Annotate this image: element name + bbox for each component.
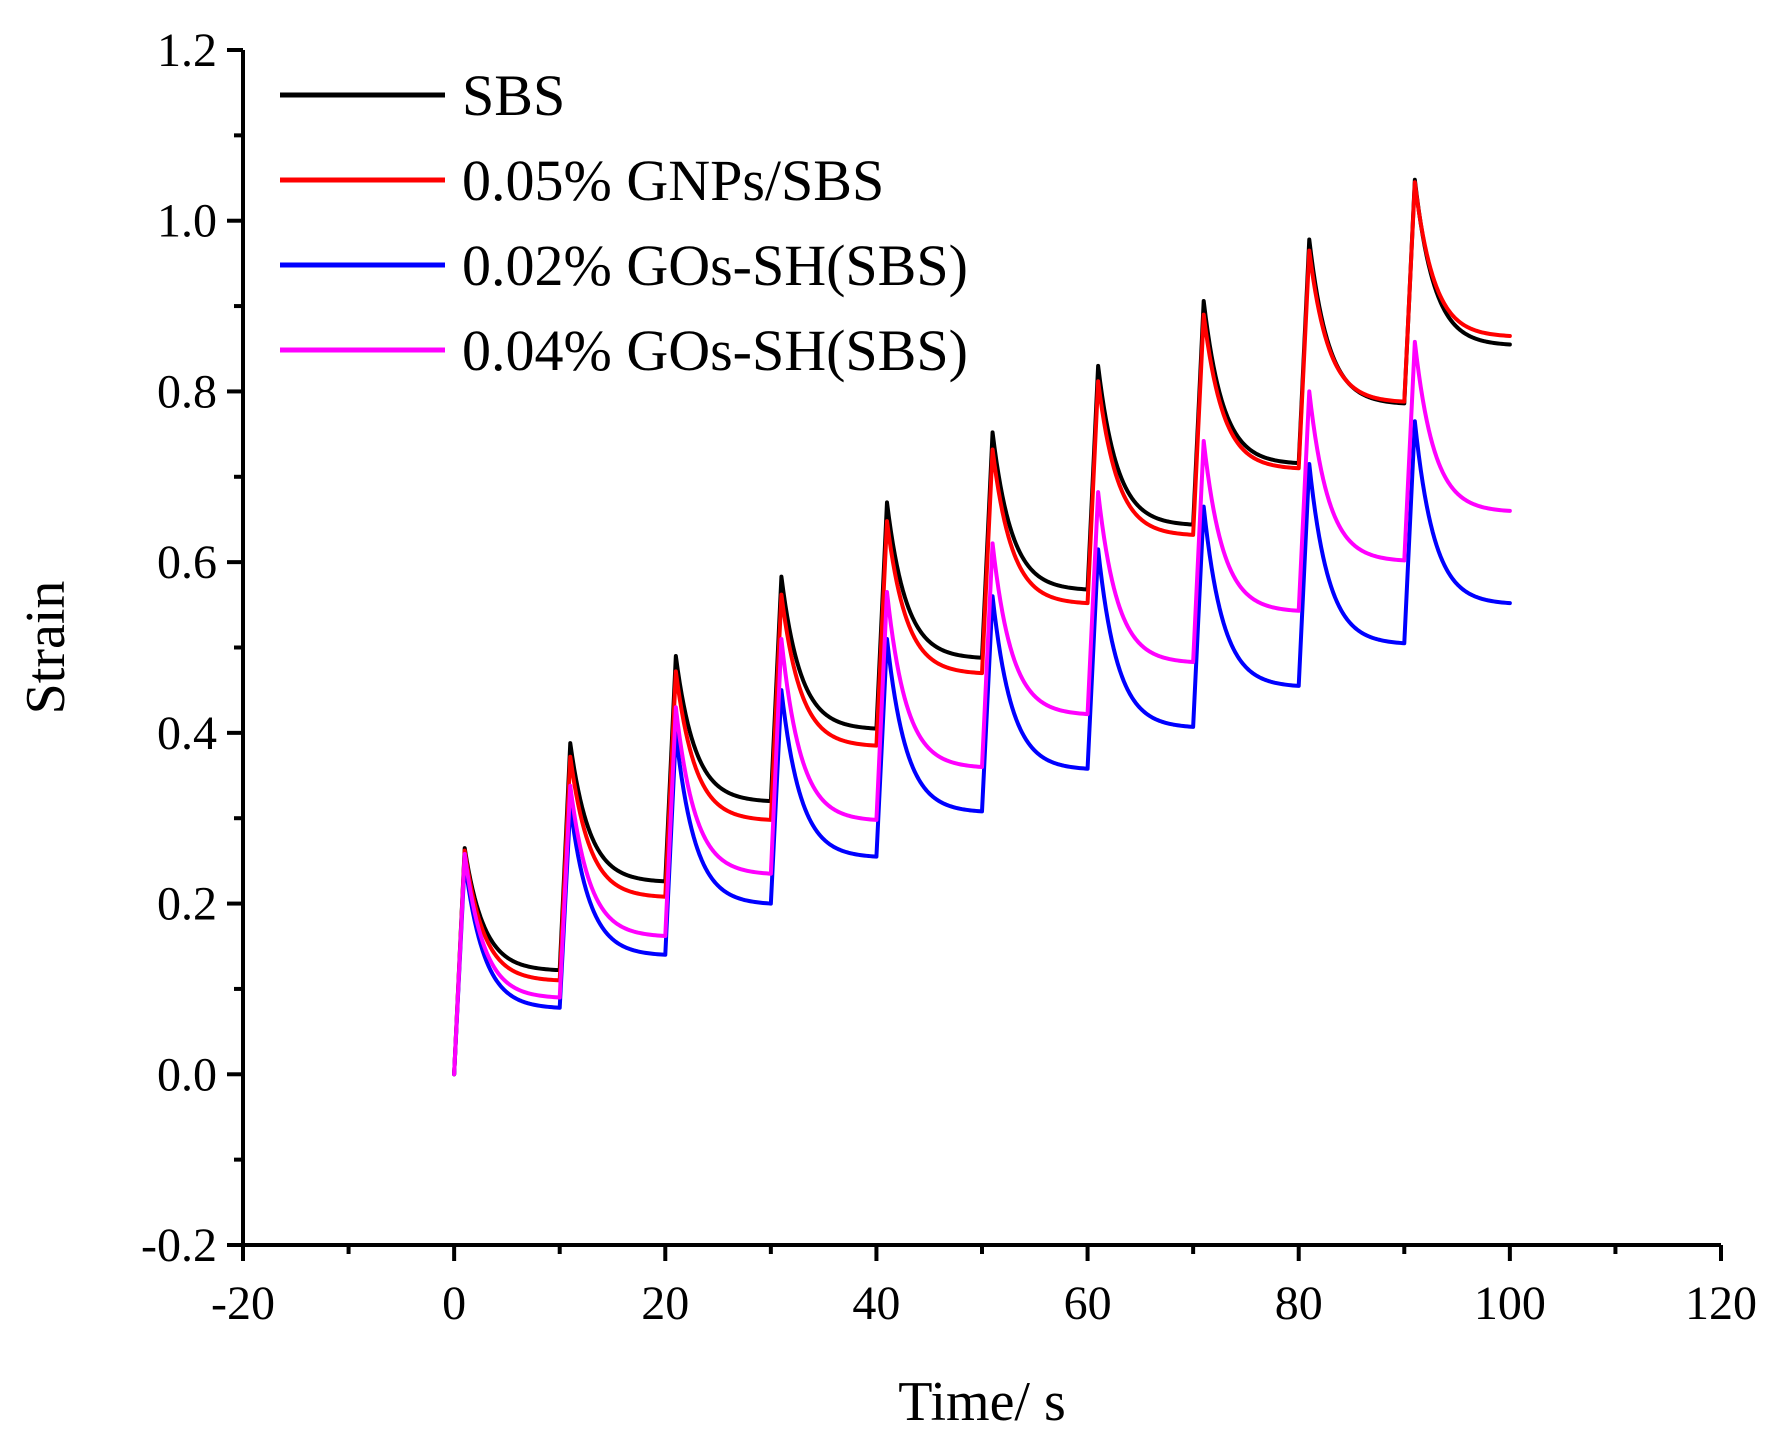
- y-tick-label: 1.0: [157, 195, 217, 248]
- y-axis-title: Strain: [15, 581, 77, 715]
- x-tick-label: 80: [1275, 1277, 1323, 1330]
- y-tick-label: 0.2: [157, 878, 217, 931]
- legend-label-4: 0.04% GOs-SH(SBS): [462, 318, 968, 383]
- x-tick-label: 100: [1474, 1277, 1546, 1330]
- plot-area: [452, 177, 1512, 1077]
- x-tick-label: 20: [641, 1277, 689, 1330]
- y-tick-label: 0.8: [157, 365, 217, 418]
- x-tick-label: 40: [852, 1277, 900, 1330]
- x-tick-label: -20: [211, 1277, 275, 1330]
- x-tick-label: 60: [1064, 1277, 1112, 1330]
- series-line-4: [452, 339, 1512, 1077]
- legend-label-3: 0.02% GOs-SH(SBS): [462, 233, 968, 298]
- y-tick-label: 0.4: [157, 707, 217, 760]
- legend-label-2: 0.05% GNPs/SBS: [462, 148, 884, 213]
- y-tick-label: -0.2: [141, 1219, 217, 1272]
- y-tick-label: 0.6: [157, 536, 217, 589]
- y-tick-label: 0.0: [157, 1048, 217, 1101]
- y-tick-label: 1.2: [157, 24, 217, 77]
- axes: -0.2 0.0 0.2 0.4 0.6 0.8 1.0 1.2 -20 0 20 40 60 80 100…: [141, 24, 1757, 1330]
- x-tick-label: 0: [442, 1277, 466, 1330]
- legend: SBS 0.05% GNPs/SBS 0.02% GOs-SH(SBS) 0.04% …: [280, 63, 968, 383]
- series-line-2: [452, 180, 1512, 1077]
- x-tick-label: 120: [1685, 1277, 1757, 1330]
- x-axis-title: Time/ s: [898, 1371, 1066, 1433]
- series-line-3: [452, 419, 1512, 1077]
- legend-label-1: SBS: [462, 63, 565, 128]
